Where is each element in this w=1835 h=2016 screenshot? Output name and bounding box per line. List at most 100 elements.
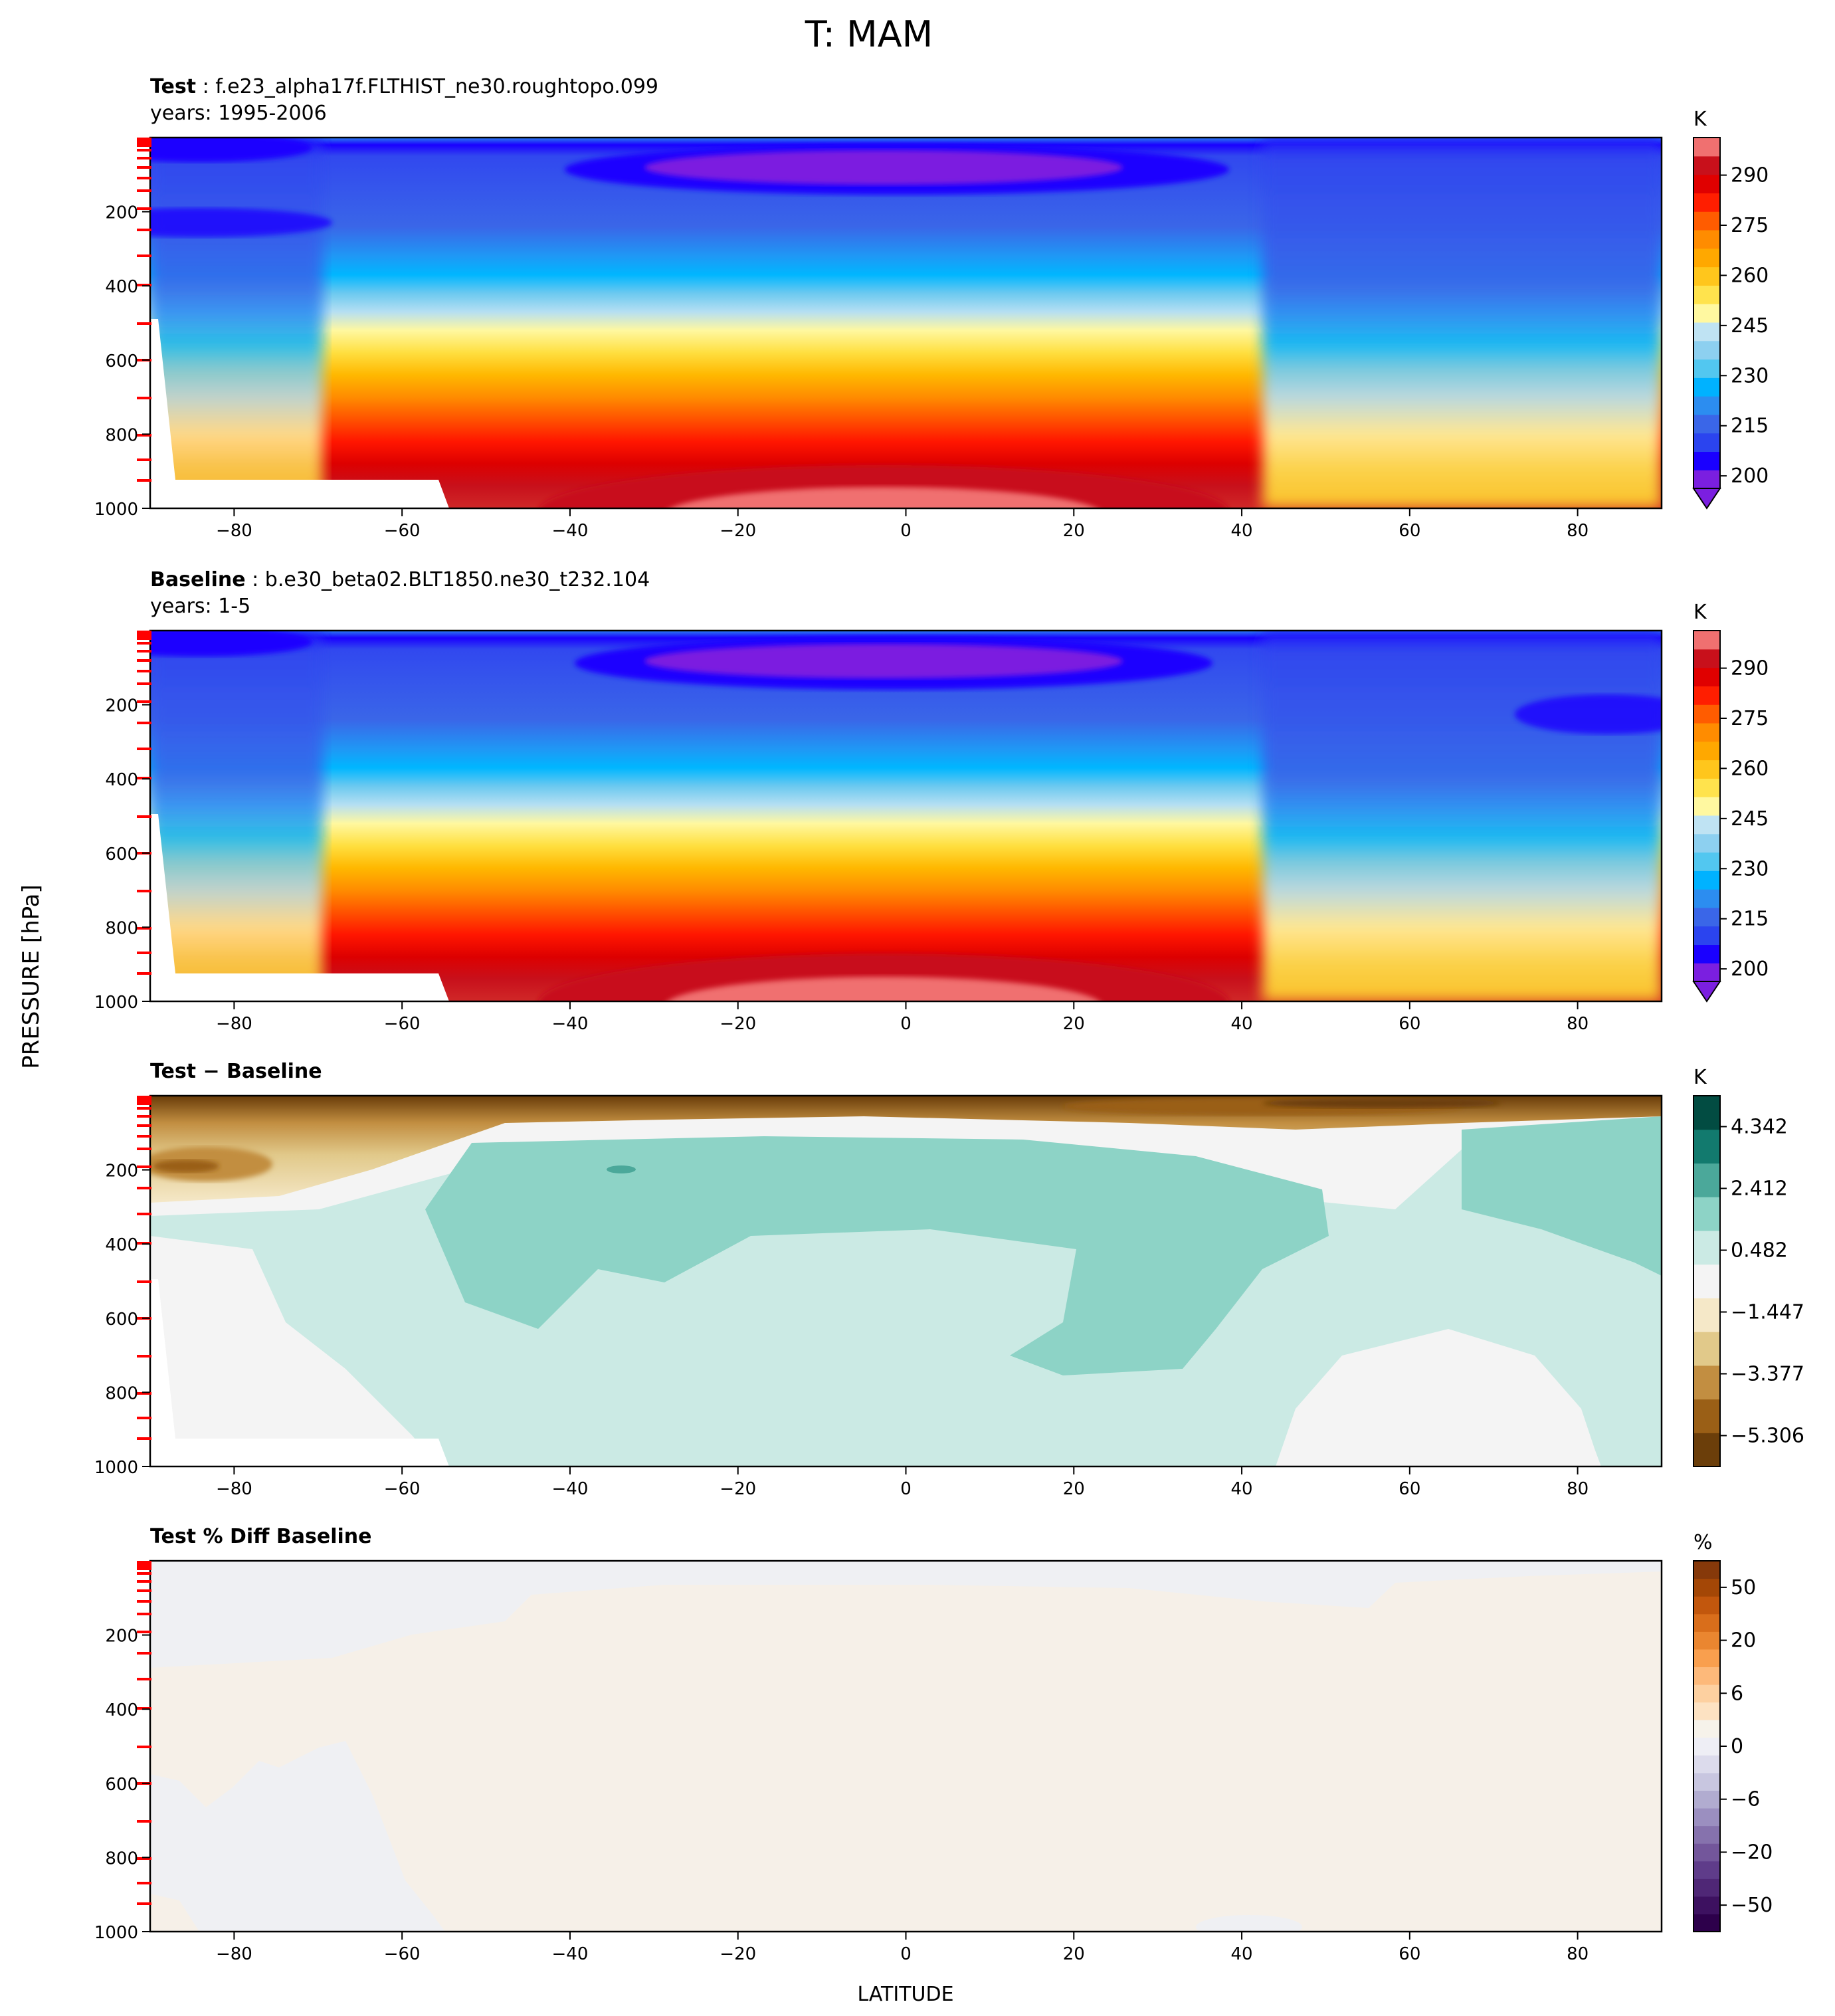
- colorbar-swatch: [1693, 1230, 1720, 1265]
- x-tick-label: −20: [720, 521, 756, 541]
- y-tick-label: 600: [105, 352, 138, 371]
- colorbar-swatch: [1693, 1332, 1720, 1366]
- colorbar-swatch: [1693, 704, 1720, 724]
- x-tick-label: −40: [552, 1944, 589, 1964]
- colorbar-swatch: [1693, 1365, 1720, 1400]
- x-tick-label: 40: [1231, 521, 1253, 541]
- stratosphere-cold-core: [1515, 694, 1662, 734]
- colorbar-tick-label: 260: [1731, 264, 1769, 287]
- colorbar-swatch: [1693, 304, 1720, 323]
- y-tick-label: 800: [105, 1383, 138, 1403]
- panel-title-bold: Test % Diff Baseline: [150, 1525, 372, 1548]
- colorbar-tick-label: 230: [1731, 857, 1769, 880]
- x-tick-label: −80: [216, 1014, 252, 1034]
- colorbar-swatch: [1693, 686, 1720, 705]
- colorbar-swatch: [1693, 285, 1720, 304]
- y-axis: 200 400 600 800 1000: [94, 696, 150, 1013]
- colorbar-tick-label: 245: [1731, 314, 1769, 338]
- colorbar-swatch: [1693, 1914, 1720, 1932]
- colorbar-swatch: [1693, 266, 1720, 286]
- polar-region: [1262, 138, 1662, 508]
- colorbar-swatch: [1693, 870, 1720, 890]
- tropopause-cold-core: [644, 150, 1123, 185]
- colorbar-swatch: [1693, 1129, 1720, 1164]
- panel-title-bold: Baseline: [150, 568, 246, 591]
- colorbar-swatch: [1693, 1197, 1720, 1231]
- x-axis: −80 −60 −40 −20 0 20 40 60 80: [216, 508, 1589, 541]
- colorbar-swatch: [1693, 667, 1720, 686]
- contour-field: [150, 1561, 1662, 1932]
- y-tick-label: 400: [105, 1700, 138, 1720]
- x-axis-label: LATITUDE: [857, 1983, 953, 2006]
- colorbar-swatch: [1693, 211, 1720, 231]
- colorbar-tick-label: 20: [1731, 1629, 1756, 1653]
- y-tick-label: 600: [105, 1310, 138, 1330]
- panel-subtitle: years: 1995-2006: [150, 102, 327, 125]
- x-tick-label: −60: [384, 1014, 421, 1034]
- colorbar-tick-label: 275: [1731, 214, 1769, 237]
- colorbar: K 290 275 260 245 230 215 200: [1692, 108, 1769, 510]
- panel-title-bold: Test: [150, 75, 196, 98]
- x-tick-label: 60: [1399, 521, 1420, 541]
- panel-title: Test : f.e23_alpha17f.FLTHIST_ne30.rough…: [150, 75, 658, 98]
- x-axis: −80 −60 −40 −20 0 20 40 60 80: [216, 1932, 1589, 1964]
- y-tick-label: 1000: [94, 993, 138, 1013]
- colorbar-swatch: [1693, 1613, 1720, 1632]
- x-tick-label: 0: [900, 1944, 912, 1964]
- colorbar-swatch: [1693, 1666, 1720, 1685]
- y-tick-label: 1000: [94, 1923, 138, 1943]
- polar-region: [150, 138, 323, 508]
- colorbar-swatch: [1693, 1578, 1720, 1597]
- colorbar-frame: [1693, 1095, 1721, 1467]
- model-level-markers: [137, 1561, 151, 1905]
- colorbar-tick-label: 0.482: [1731, 1239, 1788, 1262]
- colorbar-swatch: [1693, 174, 1720, 193]
- y-tick-label: 1000: [94, 1458, 138, 1478]
- colorbar-swatch: [1693, 1896, 1720, 1915]
- x-tick-label: 40: [1231, 1014, 1253, 1034]
- negative-region: [153, 1159, 219, 1173]
- x-tick-label: −60: [384, 521, 421, 541]
- x-tick-label: −40: [552, 1479, 589, 1499]
- colorbar-swatch: [1693, 631, 1720, 650]
- y-axis: 200 400 600 800 1000: [94, 203, 150, 520]
- colorbar-tick-label: −1.447: [1731, 1301, 1804, 1324]
- colorbar-unit: %: [1693, 1531, 1713, 1554]
- colorbar-swatch: [1693, 377, 1720, 397]
- colorbar-swatch: [1693, 1825, 1720, 1844]
- stratosphere-cold-core: [150, 138, 312, 162]
- x-tick-label: 40: [1231, 1479, 1253, 1499]
- warm-core: [668, 977, 1100, 1001]
- model-level-markers: [137, 138, 151, 482]
- colorbar-swatch: [1693, 722, 1720, 742]
- x-tick-label: 80: [1567, 1014, 1589, 1034]
- colorbar-swatch: [1693, 414, 1720, 434]
- model-level-markers: [137, 1096, 151, 1440]
- colorbar-swatch: [1693, 340, 1720, 360]
- colorbar-swatch: [1693, 944, 1720, 963]
- colorbar-extend-arrow: [1692, 488, 1721, 510]
- colorbar-swatch: [1693, 759, 1720, 779]
- x-tick-label: 80: [1567, 1944, 1589, 1964]
- panel-baseline: Baseline : b.e30_beta02.BLT1850.ne30_t23…: [94, 568, 1769, 1034]
- x-tick-label: −60: [384, 1479, 421, 1499]
- panel-title: Test % Diff Baseline: [150, 1525, 372, 1548]
- colorbar-tick-label: 200: [1731, 464, 1769, 488]
- colorbar-tick-label: 245: [1731, 807, 1769, 831]
- colorbar-swatch: [1693, 248, 1720, 268]
- colorbar-swatch: [1693, 833, 1720, 853]
- x-tick-label: 20: [1063, 521, 1085, 541]
- colorbar-swatch: [1693, 1790, 1720, 1809]
- colorbar-swatch: [1693, 433, 1720, 453]
- colorbar-tick-label: −6: [1731, 1788, 1760, 1811]
- colorbar-swatch: [1693, 1843, 1720, 1862]
- warm-core: [538, 954, 1229, 1001]
- colorbar-swatch: [1693, 396, 1720, 415]
- colorbar-tick-label: 2.412: [1731, 1177, 1788, 1201]
- colorbar-swatch: [1693, 1433, 1720, 1467]
- x-tick-label: −40: [552, 521, 589, 541]
- stratosphere-cold-core: [150, 208, 332, 237]
- panel-title-bold: Test − Baseline: [150, 1060, 322, 1083]
